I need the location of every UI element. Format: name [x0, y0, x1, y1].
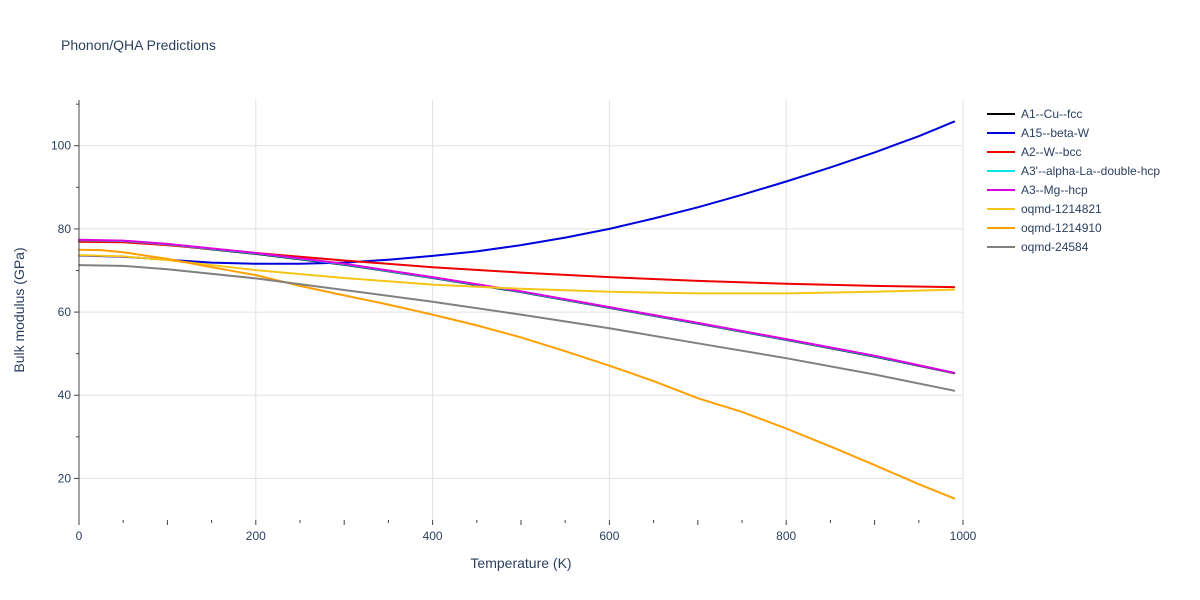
legend-item[interactable]: A15--beta-W — [987, 126, 1090, 140]
legend-label: A3'--alpha-La--double-hcp — [1021, 164, 1160, 178]
plot-area[interactable] — [78, 120, 956, 500]
x-tick-label: 600 — [599, 529, 619, 543]
legend-label: A3--Mg--hcp — [1021, 183, 1088, 197]
series-line-A3--Mg--hcp[interactable] — [78, 238, 956, 374]
series-line-A1--Cu--fcc[interactable] — [78, 239, 956, 375]
x-tick-label: 200 — [246, 529, 266, 543]
series-line-oqmd-24584[interactable] — [78, 264, 956, 392]
y-tick-label: 60 — [58, 305, 72, 319]
y-tick-label: 100 — [51, 139, 71, 153]
x-tick-label: 800 — [776, 529, 796, 543]
y-tick-label: 20 — [58, 471, 72, 485]
legend-item[interactable]: A3--Mg--hcp — [987, 183, 1088, 197]
y-tick-label: 80 — [58, 222, 72, 236]
x-tick-label: 400 — [423, 529, 443, 543]
legend-item[interactable]: A3'--alpha-La--double-hcp — [987, 164, 1160, 178]
y-axis-label: Bulk modulus (GPa) — [11, 247, 27, 372]
x-axis-label: Temperature (K) — [470, 555, 571, 571]
series-line-A15--beta-W[interactable] — [78, 120, 956, 265]
grid — [79, 100, 964, 520]
axis-ticks: 0 200 400 600 800 1000 20 40 60 80 100 — [51, 103, 977, 543]
legend-item[interactable]: A1--Cu--fcc — [987, 107, 1082, 121]
legend-item[interactable]: A2--W--bcc — [987, 145, 1081, 159]
x-tick-label: 0 — [76, 529, 83, 543]
legend-item[interactable]: oqmd-1214821 — [987, 202, 1102, 216]
y-tick-label: 40 — [58, 388, 72, 402]
series-line-oqmd-1214821[interactable] — [78, 254, 956, 295]
legend-label: oqmd-1214821 — [1021, 202, 1102, 216]
series-line-A3'--alpha-La--double-hcp[interactable] — [78, 239, 956, 374]
legend-item[interactable]: oqmd-24584 — [987, 240, 1089, 254]
chart-title: Phonon/QHA Predictions — [61, 37, 216, 53]
legend-label: A1--Cu--fcc — [1021, 107, 1082, 121]
legend-label: oqmd-24584 — [1021, 240, 1089, 254]
legend-label: oqmd-1214910 — [1021, 221, 1102, 235]
legend[interactable]: A1--Cu--fcc A15--beta-W A2--W--bcc A3'--alp… — [987, 107, 1160, 254]
series-line-oqmd-1214910[interactable] — [78, 248, 956, 500]
legend-label: A15--beta-W — [1021, 126, 1090, 140]
legend-label: A2--W--bcc — [1021, 145, 1081, 159]
legend-item[interactable]: oqmd-1214910 — [987, 221, 1102, 235]
x-tick-label: 1000 — [950, 529, 977, 543]
